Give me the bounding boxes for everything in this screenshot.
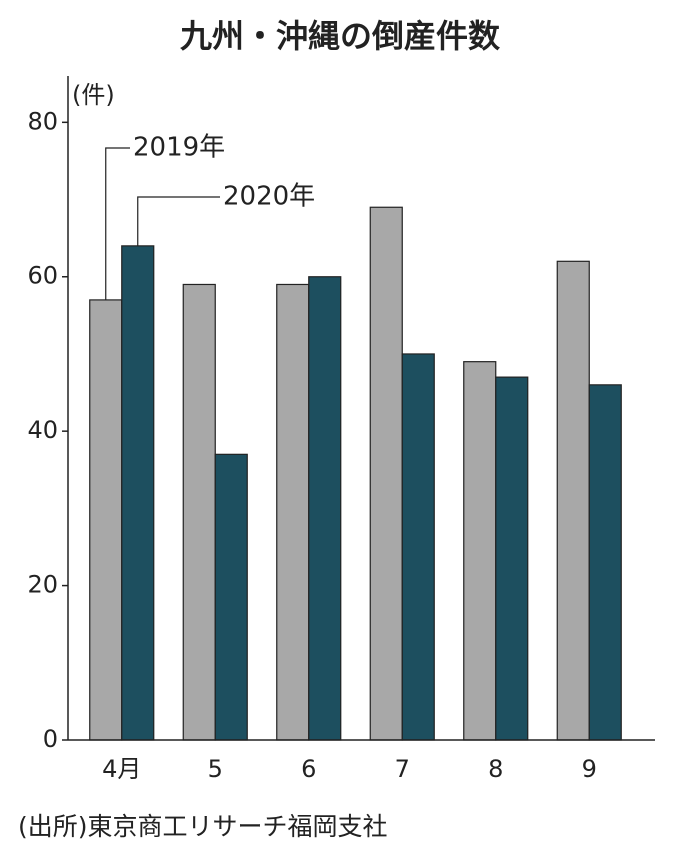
bar	[588, 384, 622, 741]
bar	[401, 353, 435, 741]
legend-label: 2020年	[223, 182, 315, 212]
y-tick-label: 20	[27, 571, 58, 599]
bar	[556, 260, 590, 741]
y-tick-label: 0	[43, 725, 58, 753]
bar	[369, 206, 403, 741]
bar	[214, 453, 248, 741]
y-axis-unit: (件)	[72, 81, 115, 109]
x-tick-label: 5	[208, 755, 223, 783]
bar	[182, 283, 216, 741]
legend-leader	[105, 147, 130, 300]
bar	[463, 361, 497, 741]
x-tick-label: 8	[488, 755, 503, 783]
legend-leader	[137, 196, 220, 246]
y-tick-label: 60	[27, 262, 58, 290]
bar	[89, 299, 123, 741]
bar	[308, 276, 342, 741]
legend-label: 2019年	[133, 133, 225, 163]
x-tick-label: 7	[395, 755, 410, 783]
bar	[121, 245, 155, 741]
chart-title: 九州・沖縄の倒産件数	[180, 17, 501, 55]
bar	[276, 283, 310, 741]
x-tick-label: 9	[582, 755, 597, 783]
source-note: (出所)東京商工リサーチ福岡支社	[18, 812, 388, 841]
x-tick-label: 4月	[102, 755, 141, 783]
x-tick-label: 6	[301, 755, 316, 783]
y-tick-label: 40	[27, 416, 58, 444]
y-tick-label: 80	[27, 107, 58, 135]
bar	[495, 376, 529, 741]
